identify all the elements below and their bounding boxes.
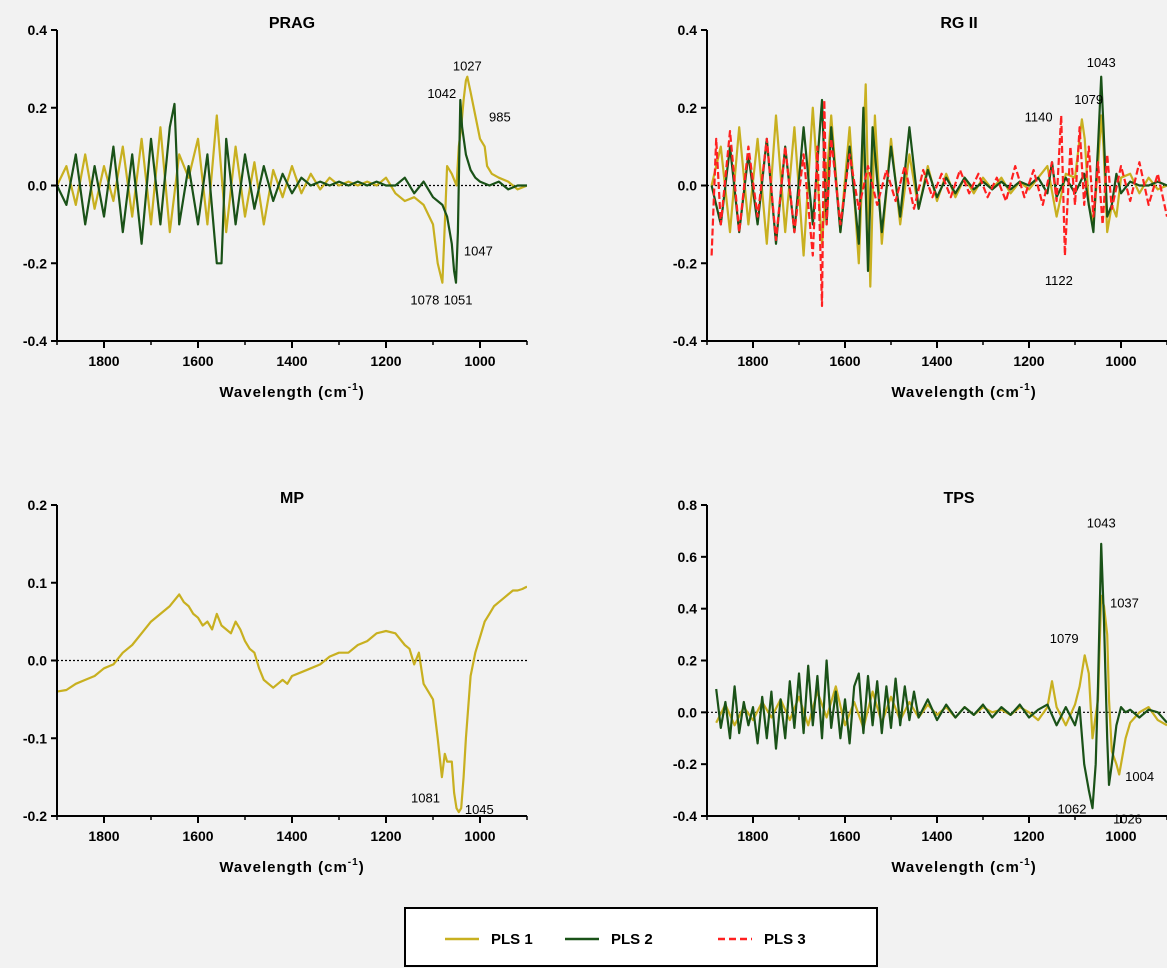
- peak-annotation: 1047: [464, 244, 493, 259]
- panel-title: RG II: [940, 15, 977, 32]
- x-tick-label: 1600: [829, 828, 860, 844]
- peak-annotation: 1037: [1110, 595, 1139, 610]
- x-axis-label-sup: -1: [1020, 382, 1031, 393]
- x-axis-label: Wavelength (cm-1): [891, 857, 1036, 876]
- panel-3: 0.8 0.6 0.4 0.2 0.0 -0.2 -0.4 1800 1600 1400 1200 1…: [673, 490, 1167, 876]
- series-line-pls-2: [710, 75, 1167, 273]
- y-tick-label: -0.2: [673, 756, 697, 772]
- x-tick-label: 1200: [370, 353, 401, 369]
- x-axis-label-sup: -1: [348, 382, 359, 393]
- series-line-pls-3: [710, 98, 1167, 308]
- y-tick-label: -0.1: [23, 730, 47, 746]
- y-tick-label: 0.2: [678, 100, 698, 116]
- peak-annotation: 1026: [1113, 812, 1142, 827]
- panel-title: PRAG: [269, 15, 315, 32]
- panel-0: 0.4 0.2 0.0 -0.2 -0.4 1800 1600 1400 1200 1000 PRA…: [23, 15, 528, 401]
- x-axis-label-main: Wavelength (cm: [891, 384, 1019, 401]
- y-tick-label: 0.0: [28, 178, 48, 194]
- y-tick-label: -0.2: [673, 255, 697, 271]
- x-axis-label-main: Wavelength (cm: [891, 859, 1019, 876]
- x-tick-label: 1400: [276, 828, 307, 844]
- x-axis-label-main: Wavelength (cm: [219, 859, 347, 876]
- peak-annotation: 1081: [411, 791, 440, 806]
- legend-label-pls-2: PLS 2: [611, 931, 653, 948]
- x-tick-label: 1800: [88, 828, 119, 844]
- x-axis-label-sup: -1: [1020, 857, 1031, 868]
- y-tick-label: 0.2: [28, 100, 48, 116]
- legend-label-pls-3: PLS 3: [764, 931, 806, 948]
- peak-annotation: 985: [489, 110, 511, 125]
- peak-annotation: 1140: [1025, 109, 1053, 124]
- y-tick-label: -0.4: [23, 333, 47, 349]
- x-tick-label: 1400: [921, 353, 952, 369]
- panel-2: 0.2 0.1 0.0 -0.1 -0.2 1800 1600 1400 1200 1000 MP W…: [23, 490, 528, 876]
- x-tick-label: 1600: [182, 828, 213, 844]
- x-tick-label: 1000: [464, 828, 495, 844]
- y-tick-label: 0.4: [28, 22, 48, 38]
- x-tick-label: 1200: [1013, 828, 1044, 844]
- x-tick-label: 1600: [182, 353, 213, 369]
- y-tick-label: 0.0: [678, 704, 698, 720]
- peak-annotation: 1027: [453, 59, 482, 74]
- x-tick-label: 1800: [737, 828, 768, 844]
- x-tick-label: 1200: [370, 828, 401, 844]
- y-tick-label: 0.0: [28, 653, 48, 669]
- x-tick-label: 1400: [276, 353, 307, 369]
- x-axis-label: Wavelength (cm-1): [891, 382, 1036, 401]
- y-tick-label: 0.6: [678, 549, 698, 565]
- panel-title: TPS: [943, 490, 974, 507]
- peak-annotation: 1062: [1058, 802, 1087, 817]
- y-tick-label: 0.2: [28, 497, 48, 513]
- y-tick-label: -0.2: [23, 255, 47, 271]
- peak-annotation: 1043: [1087, 516, 1116, 531]
- y-tick-label: -0.2: [23, 808, 47, 824]
- x-tick-label: 1000: [1105, 828, 1136, 844]
- y-tick-label: 0.2: [678, 653, 698, 669]
- x-tick-label: 1000: [1105, 353, 1136, 369]
- y-tick-label: 0.8: [678, 497, 698, 513]
- panel-1: 0.4 0.2 0.0 -0.2 -0.4 1800 1600 1400 1200 1000 RG …: [673, 15, 1167, 401]
- x-axis-label-main: Wavelength (cm: [219, 384, 347, 401]
- y-tick-label: 0.4: [678, 22, 698, 38]
- x-tick-label: 1200: [1013, 353, 1044, 369]
- series-line-pls-1: [57, 585, 527, 814]
- peak-annotation: 1122: [1045, 273, 1073, 288]
- peak-annotation: 1079: [1050, 631, 1079, 646]
- x-tick-label: 1000: [464, 353, 495, 369]
- peak-annotation: 1042: [427, 86, 456, 101]
- peak-annotation: 1079: [1074, 92, 1103, 107]
- x-axis-label: Wavelength (cm-1): [219, 382, 364, 401]
- x-axis-label-end: ): [1031, 859, 1037, 876]
- y-tick-label: 0.1: [28, 575, 48, 591]
- peak-annotation: 1045: [465, 802, 494, 817]
- x-tick-label: 1800: [88, 353, 119, 369]
- x-tick-label: 1600: [829, 353, 860, 369]
- series-line-pls-2: [715, 542, 1167, 810]
- series-line-pls-2: [57, 98, 527, 284]
- peak-annotation: 1004: [1125, 769, 1154, 784]
- peak-annotation: 1051: [444, 293, 473, 308]
- peak-annotation: 1043: [1087, 55, 1116, 70]
- y-tick-label: 0.4: [678, 601, 698, 617]
- x-axis-label: Wavelength (cm-1): [219, 857, 364, 876]
- y-tick-label: 0.0: [678, 178, 698, 194]
- y-tick-label: -0.4: [673, 333, 697, 349]
- y-tick-label: -0.4: [673, 808, 697, 824]
- peak-annotation: 1078: [410, 293, 439, 308]
- x-axis-label-end: ): [359, 859, 365, 876]
- x-tick-label: 1400: [921, 828, 952, 844]
- x-axis-label-end: ): [359, 384, 365, 401]
- panels: 0.4 0.2 0.0 -0.2 -0.4 1800 1600 1400 1200 1000 PRA…: [23, 15, 1167, 876]
- x-tick-label: 1800: [737, 353, 768, 369]
- x-axis-label-sup: -1: [348, 857, 359, 868]
- x-axis-label-end: ): [1031, 384, 1037, 401]
- legend: PLS 1 PLS 2 PLS 3: [404, 907, 878, 967]
- legend-label-pls-1: PLS 1: [491, 931, 533, 948]
- panel-title: MP: [280, 490, 304, 507]
- legend-box: [404, 907, 878, 967]
